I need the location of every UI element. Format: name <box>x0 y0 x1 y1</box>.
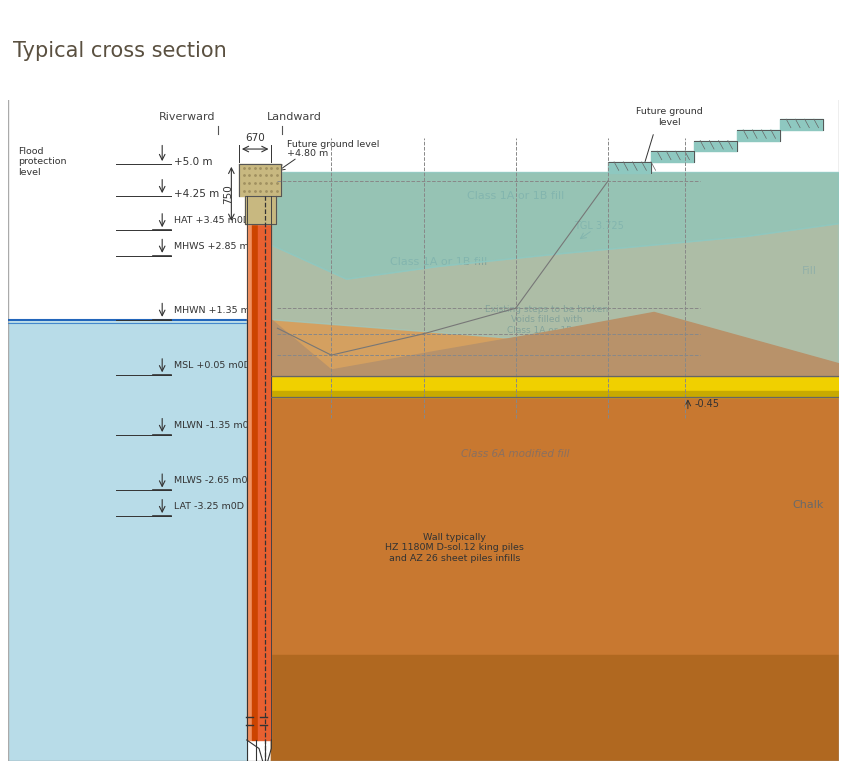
Polygon shape <box>737 130 780 141</box>
Polygon shape <box>780 119 823 130</box>
Text: MHWN +1.35 m0D: MHWN +1.35 m0D <box>174 305 263 315</box>
Text: Chalk: Chalk <box>793 501 824 511</box>
Polygon shape <box>271 397 839 761</box>
Text: Landward: Landward <box>267 112 322 122</box>
Text: Sand: Sand <box>777 385 805 395</box>
Polygon shape <box>271 654 839 761</box>
Text: +5.0 m: +5.0 m <box>174 157 213 167</box>
Text: Class 1A or 1B fill: Class 1A or 1B fill <box>390 257 488 267</box>
Polygon shape <box>239 164 280 196</box>
Polygon shape <box>271 391 839 397</box>
Polygon shape <box>8 320 246 761</box>
Text: HAT +3.45 m0D: HAT +3.45 m0D <box>174 216 251 225</box>
Polygon shape <box>651 151 694 161</box>
Polygon shape <box>258 196 271 740</box>
Text: Existing steps to be broken
Voids filled with
Class 1A or 1B fill: Existing steps to be broken Voids filled… <box>484 305 608 335</box>
Polygon shape <box>8 100 246 320</box>
Text: MLWS -2.65 m0D: MLWS -2.65 m0D <box>174 476 255 485</box>
Polygon shape <box>245 196 276 224</box>
Text: Existing structure: Existing structure <box>442 381 529 391</box>
Polygon shape <box>608 161 651 172</box>
Text: +4.80 m: +4.80 m <box>286 148 328 158</box>
Text: LAT -3.25 m0D: LAT -3.25 m0D <box>174 502 245 511</box>
Polygon shape <box>252 196 258 740</box>
Text: MLWN -1.35 m0D: MLWN -1.35 m0D <box>174 421 257 430</box>
Polygon shape <box>271 377 839 397</box>
Text: Wall typically
HZ 1180M D-sol.12 king piles
and AZ 26 sheet piles infills: Wall typically HZ 1180M D-sol.12 king pi… <box>385 533 523 563</box>
Polygon shape <box>246 196 252 740</box>
Text: 750: 750 <box>224 184 233 204</box>
Text: TGL 3.725: TGL 3.725 <box>573 221 623 231</box>
Text: Typical cross section: Typical cross section <box>13 41 226 61</box>
Text: 670: 670 <box>246 132 265 142</box>
Text: Future ground
level: Future ground level <box>636 108 703 127</box>
Text: MHWS +2.85 m0D: MHWS +2.85 m0D <box>174 241 263 251</box>
Text: Riverward: Riverward <box>158 112 215 122</box>
Text: MSL +0.05 m0D: MSL +0.05 m0D <box>174 361 252 370</box>
Text: Class 1A or 1B fill: Class 1A or 1B fill <box>467 191 564 201</box>
Text: +4.25 m: +4.25 m <box>174 189 219 199</box>
Polygon shape <box>271 172 839 377</box>
Text: -0.45: -0.45 <box>694 399 719 409</box>
Text: Flood
protection
level: Flood protection level <box>18 147 66 177</box>
Polygon shape <box>694 141 737 151</box>
Text: Fill: Fill <box>801 265 817 275</box>
Text: Class 6A modified fill: Class 6A modified fill <box>462 449 570 459</box>
Polygon shape <box>271 312 839 377</box>
Text: +0.02: +0.02 <box>694 364 723 374</box>
Polygon shape <box>271 224 839 364</box>
Polygon shape <box>271 172 839 279</box>
Text: Future ground level: Future ground level <box>286 140 379 149</box>
